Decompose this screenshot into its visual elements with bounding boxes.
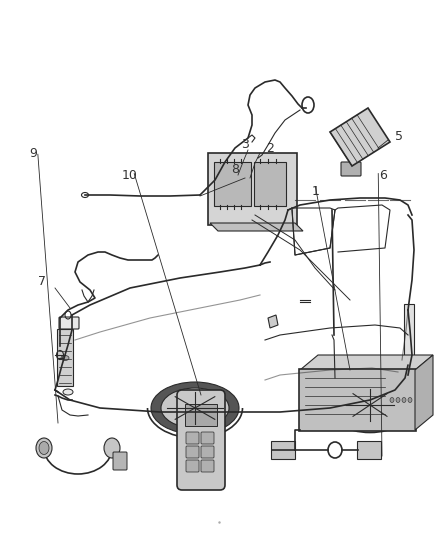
- Text: 6: 6: [379, 168, 387, 182]
- Text: 5: 5: [395, 130, 403, 143]
- Ellipse shape: [161, 388, 229, 428]
- Ellipse shape: [36, 438, 52, 458]
- Ellipse shape: [39, 441, 49, 455]
- Ellipse shape: [329, 380, 411, 430]
- Polygon shape: [210, 223, 303, 231]
- Text: 7: 7: [38, 275, 46, 288]
- FancyBboxPatch shape: [201, 432, 214, 444]
- Ellipse shape: [186, 403, 204, 413]
- FancyBboxPatch shape: [341, 162, 361, 176]
- Ellipse shape: [339, 386, 401, 424]
- FancyBboxPatch shape: [59, 317, 79, 329]
- FancyBboxPatch shape: [271, 441, 295, 459]
- Text: 1: 1: [311, 184, 319, 198]
- FancyBboxPatch shape: [185, 404, 217, 426]
- FancyBboxPatch shape: [113, 452, 127, 470]
- Text: 8: 8: [231, 163, 239, 176]
- FancyBboxPatch shape: [57, 329, 73, 386]
- Ellipse shape: [390, 398, 394, 402]
- Ellipse shape: [61, 356, 69, 360]
- Ellipse shape: [402, 398, 406, 402]
- Ellipse shape: [151, 382, 239, 434]
- FancyBboxPatch shape: [404, 304, 414, 366]
- FancyBboxPatch shape: [201, 446, 214, 458]
- FancyBboxPatch shape: [254, 162, 286, 206]
- Text: 9: 9: [29, 147, 37, 160]
- Text: 2: 2: [266, 142, 274, 155]
- Polygon shape: [268, 315, 278, 328]
- FancyBboxPatch shape: [214, 162, 251, 206]
- FancyBboxPatch shape: [299, 369, 416, 431]
- FancyBboxPatch shape: [186, 432, 199, 444]
- FancyBboxPatch shape: [186, 460, 199, 472]
- Polygon shape: [415, 355, 433, 430]
- Text: 3: 3: [241, 138, 249, 151]
- Polygon shape: [300, 355, 433, 370]
- FancyBboxPatch shape: [357, 441, 381, 459]
- FancyBboxPatch shape: [208, 153, 297, 225]
- FancyBboxPatch shape: [177, 390, 225, 490]
- Ellipse shape: [396, 398, 400, 402]
- FancyBboxPatch shape: [186, 446, 199, 458]
- Ellipse shape: [362, 400, 378, 410]
- Ellipse shape: [63, 389, 73, 395]
- Ellipse shape: [408, 398, 412, 402]
- FancyBboxPatch shape: [201, 460, 214, 472]
- Ellipse shape: [104, 438, 120, 458]
- Polygon shape: [330, 108, 390, 166]
- Text: 10: 10: [121, 168, 137, 182]
